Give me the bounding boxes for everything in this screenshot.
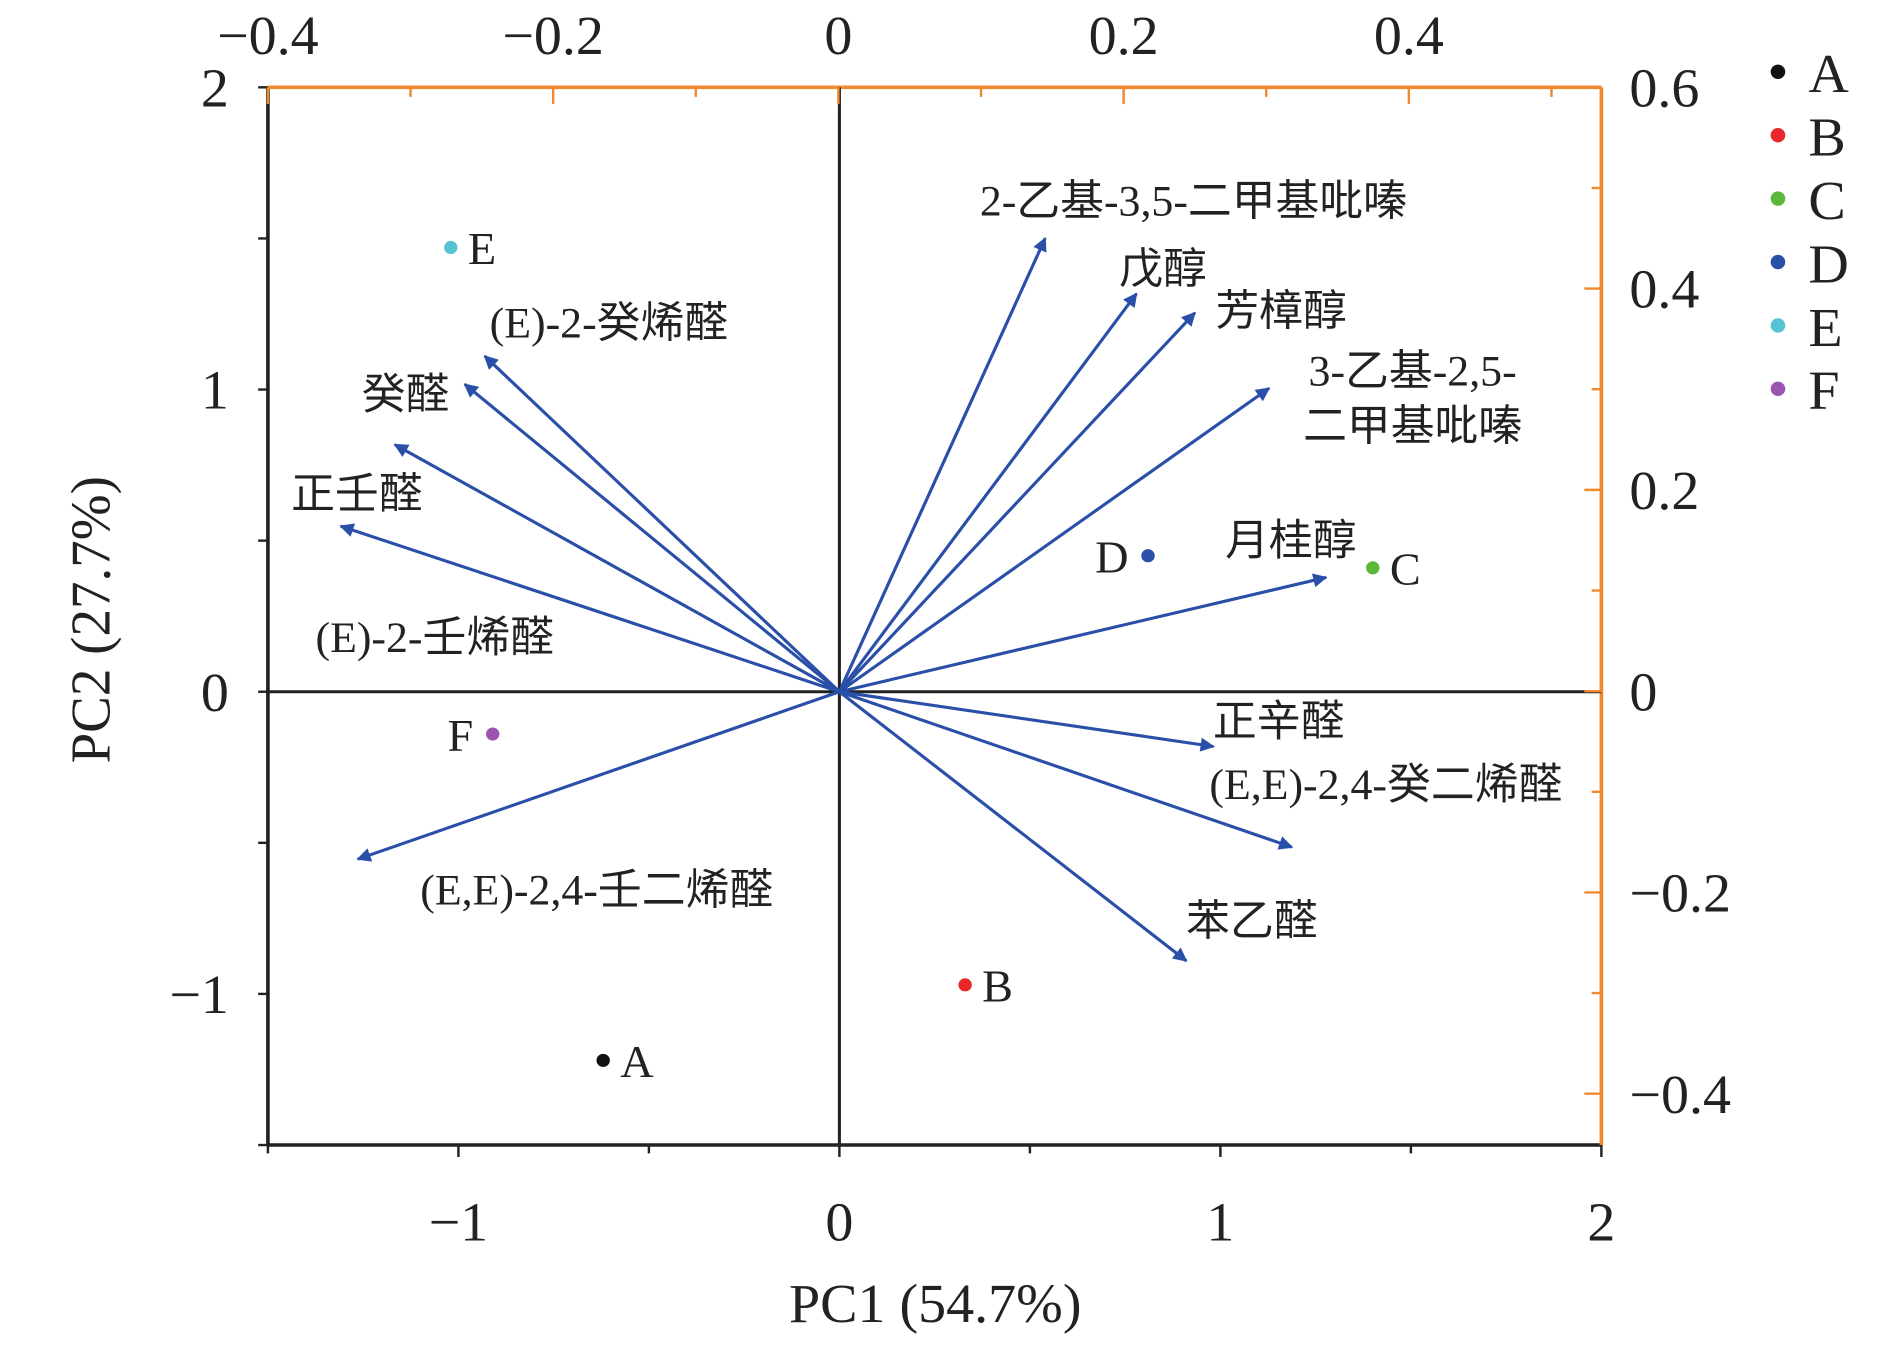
loading-label: 戊醇 (1119, 246, 1207, 294)
loading-arrow (356, 690, 840, 862)
loading-arrow (837, 237, 1047, 693)
loading-label: 3-乙基-2,5- (1309, 348, 1517, 396)
right-tick-label: 0.6 (1629, 59, 1699, 119)
top-tick-label: −0.2 (502, 6, 604, 66)
loading-arrow (463, 383, 841, 693)
legend-label: F (1808, 362, 1839, 422)
y-tick-label: 2 (201, 59, 229, 119)
loading-arrow (839, 573, 1328, 694)
legend-label: C (1808, 171, 1845, 231)
legend-marker (1770, 128, 1786, 143)
top-tick-label: 0.4 (1374, 6, 1444, 66)
sample-label: E (468, 224, 496, 275)
sample-point (1364, 560, 1381, 576)
x-tick-label: 2 (1587, 1193, 1615, 1253)
loading-label: 正辛醛 (1213, 698, 1344, 746)
sample-label: C (1390, 544, 1421, 595)
right-tick-label: −0.2 (1629, 864, 1731, 924)
y-tick-label: 1 (201, 361, 229, 421)
sample-label: D (1095, 532, 1128, 583)
top-tick-label: 0 (824, 6, 852, 66)
sample-point (957, 977, 974, 993)
sample-point (595, 1052, 612, 1069)
loading-label: (E)-2-壬烯醛 (315, 614, 554, 662)
loading-arrow (839, 690, 1215, 752)
legend-label: E (1808, 298, 1842, 358)
legend-marker (1770, 64, 1786, 79)
sample-label: A (620, 1037, 653, 1088)
x-tick-label: 1 (1206, 1193, 1234, 1253)
x-axis-title: PC1 (54.7%) (789, 1275, 1081, 1335)
sample-point (442, 239, 459, 256)
loading-arrow (838, 690, 1294, 850)
loading-arrow (339, 523, 840, 694)
loading-arrow (838, 311, 1197, 693)
legend-label: D (1808, 235, 1848, 295)
sample-point (1140, 547, 1156, 564)
legend-marker (1770, 381, 1786, 397)
y-tick-label: −1 (169, 965, 229, 1025)
loading-label: 苯乙醛 (1186, 898, 1317, 946)
loading-label: 2-乙基-3,5-二甲基吡嗪 (980, 178, 1407, 226)
right-tick-label: 0.4 (1629, 260, 1699, 320)
legend-marker (1770, 254, 1786, 270)
loading-arrow (838, 292, 1138, 693)
legend-label: A (1808, 45, 1848, 105)
loading-arrow (393, 443, 841, 694)
right-tick-label: 0 (1629, 663, 1657, 723)
sample-label: F (447, 710, 473, 761)
y-axis-title: PC2 (27.7%) (61, 476, 123, 763)
sample-label: B (982, 961, 1013, 1012)
x-tick-label: −1 (429, 1193, 489, 1253)
y-tick-label: 0 (201, 663, 229, 723)
x-tick-label: 0 (825, 1193, 853, 1253)
top-tick-label: 0.2 (1089, 6, 1159, 66)
loading-arrow (838, 386, 1271, 693)
loading-label: 月桂醇 (1225, 517, 1356, 565)
loading-label: 二甲基吡嗪 (1303, 403, 1522, 451)
right-tick-label: −0.4 (1629, 1065, 1731, 1125)
legend-label: B (1808, 108, 1845, 168)
loading-label: 正壬醛 (291, 471, 422, 519)
loading-label: 芳樟醇 (1215, 288, 1346, 336)
legend-marker (1770, 318, 1786, 333)
loading-arrow (483, 354, 841, 693)
loading-label: (E,E)-2,4-癸二烯醛 (1209, 762, 1562, 810)
right-tick-label: 0.2 (1629, 461, 1699, 521)
loading-arrow (838, 690, 1188, 963)
legend-marker (1770, 191, 1786, 206)
top-tick-label: −0.4 (217, 6, 319, 66)
loading-label: (E)-2-癸烯醛 (490, 300, 729, 348)
loading-label: 癸醛 (362, 372, 450, 420)
sample-point (484, 726, 501, 742)
loading-label: (E,E)-2,4-壬二烯醛 (420, 867, 773, 915)
